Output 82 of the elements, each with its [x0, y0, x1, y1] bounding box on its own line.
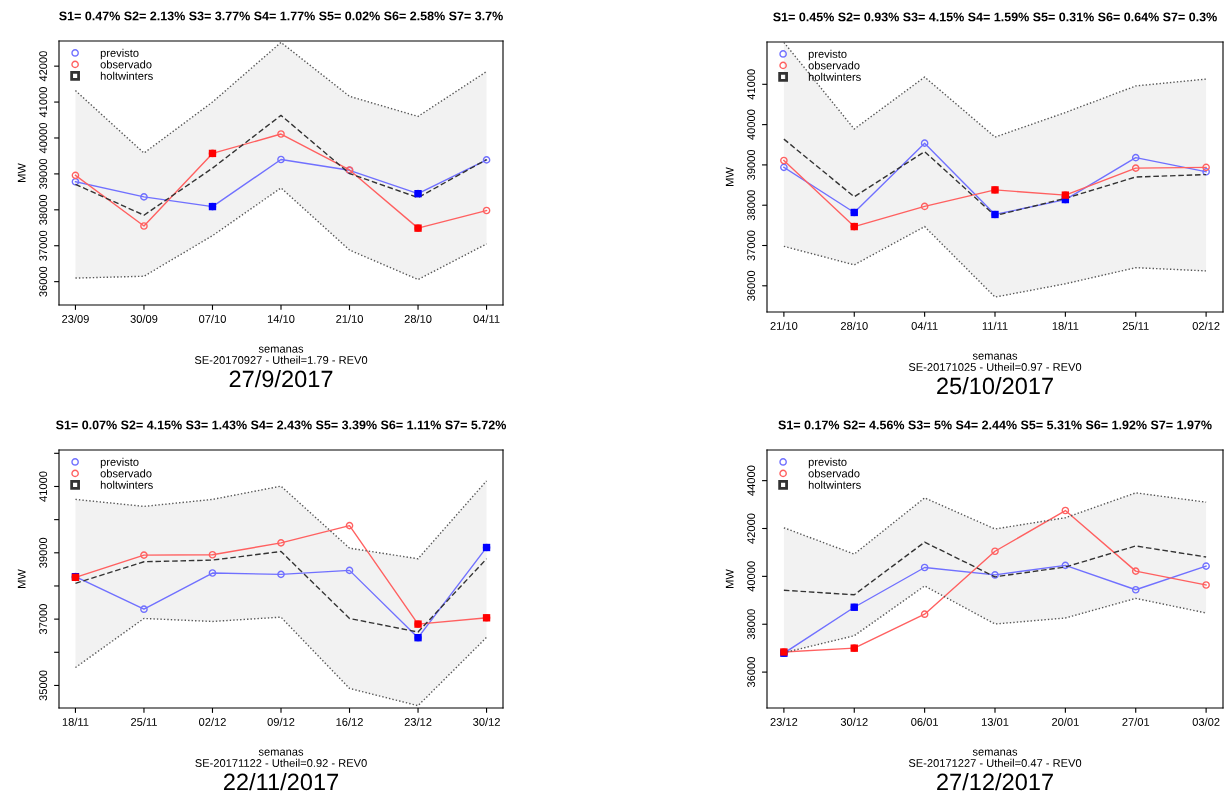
y-tick-label: 37000 — [39, 230, 48, 261]
x-tick-label: 21/10 — [336, 314, 363, 323]
y-tick-label: 38000 — [39, 194, 48, 225]
x-tick-label: 25/11 — [1122, 321, 1149, 330]
legend-label: observado — [100, 469, 152, 478]
y-tick-label: 36000 — [39, 266, 48, 297]
text: 27/9/2017 — [229, 369, 333, 388]
x-axis-title: semanas — [972, 353, 1018, 360]
x-tick-label: 07/10 — [199, 314, 226, 323]
x-tick-label: 21/10 — [770, 321, 798, 330]
x-tick-label: 20/01 — [1052, 717, 1079, 726]
x-tick-label: 03/02 — [1192, 717, 1220, 726]
x-tick-label: 18/11 — [1052, 321, 1079, 330]
x-axis-title: semanas — [972, 749, 1018, 756]
y-tick-label: 38000 — [747, 609, 756, 640]
chart-title: S1= 0.47% S2= 2.13% S3= 3.77% S4= 1.77% S5= 0.02% S6= 2.58% S7= 3.7% — [59, 11, 503, 21]
y-tick-label: 37000 — [747, 230, 756, 261]
legend-label: holtwinters — [100, 480, 153, 489]
chart-title: S1= 0.07% S2= 4.15% S3= 1.43% S4= 2.43% S5= 3.39% S6= 1.11% S7= 5.72% — [56, 420, 507, 430]
y-tick-label: 41000 — [747, 69, 756, 100]
y-axis-title: MW — [725, 167, 734, 186]
chart-title: S1= 0.45% S2= 0.93% S3= 4.15% S4= 1.59% S5= 0.31% S6= 0.64% S7= 0.3% — [773, 12, 1217, 22]
legend-label: holtwinters — [808, 72, 861, 81]
x-tick-label: 16/12 — [336, 717, 363, 726]
x-tick-label: 30/09 — [130, 314, 158, 323]
x-tick-label: 13/01 — [981, 717, 1009, 726]
x-tick-label: 11/11 — [982, 321, 1008, 330]
y-tick-label: 40000 — [39, 122, 48, 154]
y-axis-title: MW — [17, 569, 26, 588]
x-tick-label: 28/10 — [404, 314, 432, 323]
y-tick-label: 42000 — [39, 51, 48, 82]
y-tick-label: 37000 — [39, 604, 48, 635]
x-tick-label: 30/12 — [840, 717, 868, 726]
y-tick-label: 39000 — [747, 149, 756, 180]
legend-label: previsto — [100, 48, 139, 60]
legend-label: previsto — [808, 457, 847, 469]
x-tick-label: 23/12 — [770, 717, 798, 726]
y-axis-title: MW — [17, 163, 26, 182]
y-tick-label: 35000 — [39, 670, 48, 701]
x-tick-label: 02/12 — [199, 717, 226, 726]
y-tick-label: 41000 — [39, 87, 48, 118]
y-tick-label: 40000 — [747, 561, 756, 592]
legend-label: holtwinters — [808, 480, 861, 489]
x-tick-label: 02/12 — [1192, 321, 1220, 330]
x-tick-label: 04/11 — [911, 321, 938, 330]
x-tick-label: 28/10 — [840, 321, 868, 330]
legend-label: previsto — [808, 49, 847, 61]
x-tick-label: 30/12 — [473, 717, 500, 726]
y-tick-label: 38000 — [747, 190, 756, 221]
text: 25/10/2017 — [937, 376, 1053, 395]
y-axis-title: MW — [725, 569, 734, 588]
x-axis-title: semanas — [258, 749, 304, 756]
text: 27/12/2017 — [937, 772, 1053, 791]
x-tick-label: 04/11 — [473, 314, 500, 323]
y-tick-label: 41000 — [39, 471, 48, 502]
x-tick-label: 23/12 — [404, 717, 432, 726]
legend-label: observado — [808, 61, 860, 70]
x-tick-label: 25/11 — [131, 717, 157, 726]
text: SE-20170927 - Utheil=1.79 - REV0 — [194, 355, 368, 364]
y-tick-label: 39000 — [39, 537, 48, 568]
legend-label: holtwinters — [100, 71, 153, 80]
legend-label: observado — [100, 60, 152, 69]
x-tick-label: 27/01 — [1122, 717, 1150, 726]
chart-title: S1= 0.17% S2= 4.56% S3= 5% S4= 2.44% S5= 5.31% S6= 1.92% S7= 1.97% — [778, 420, 1212, 430]
x-tick-label: 06/01 — [911, 717, 938, 726]
legend-label: previsto — [100, 457, 139, 469]
legend-label: observado — [808, 469, 860, 478]
x-tick-label: 14/10 — [267, 314, 295, 323]
x-tick-label: 23/09 — [62, 314, 89, 323]
y-tick-label: 36000 — [747, 657, 756, 688]
y-tick-label: 44000 — [747, 465, 756, 496]
text: SE-20171227 - Utheil=0.47 - REV0 — [908, 758, 1082, 767]
y-tick-label: 40000 — [747, 109, 756, 140]
y-tick-label: 39000 — [39, 158, 48, 189]
text: 22/11/2017 — [223, 772, 339, 791]
x-tick-label: 09/12 — [267, 717, 295, 726]
x-tick-label: 18/11 — [62, 717, 89, 726]
y-tick-label: 42000 — [747, 513, 756, 544]
text: SE-20171122 - Utheil=0.92 - REV0 — [195, 758, 367, 767]
y-tick-label: 36000 — [747, 270, 756, 301]
text: SE-20171025 - Utheil=0.97 - REV0 — [908, 362, 1082, 371]
x-axis-title: semanas — [258, 346, 304, 353]
